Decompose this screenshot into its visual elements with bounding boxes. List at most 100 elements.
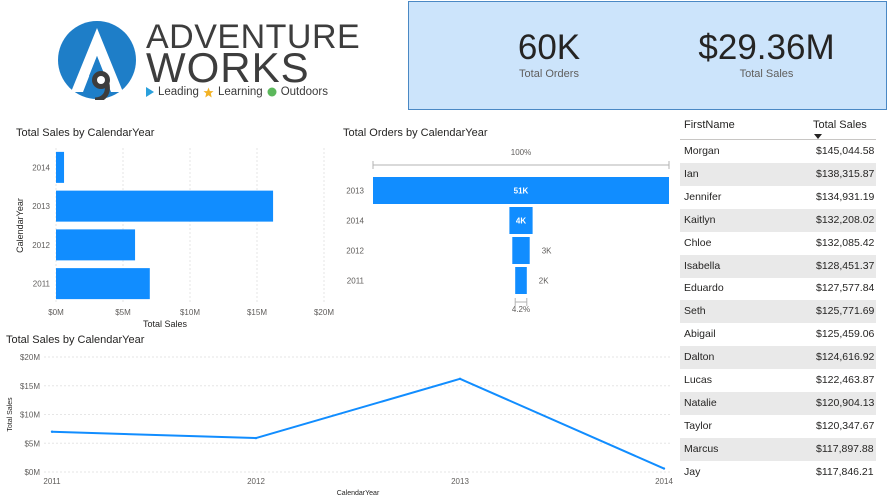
table-row[interactable]: Jennifer $134,931.19 <box>680 186 876 209</box>
funnel-bar[interactable] <box>509 207 533 234</box>
funnel-chart-orders-by-year[interactable]: 100% 2013 51K 2014 4K 2012 3K 2011 2K 4.2% <box>336 140 676 335</box>
table-row[interactable]: Dalton $124,616.92 <box>680 346 876 370</box>
y-tick-label: $5M <box>24 439 40 448</box>
table-row[interactable]: Marcus $117,897.88 <box>680 437 876 461</box>
funnel-bar[interactable] <box>512 237 530 264</box>
funnel-bar[interactable] <box>373 177 669 204</box>
cell-firstname: Isabella <box>684 259 721 272</box>
table-row[interactable]: Jay $117,846.21 <box>680 461 876 484</box>
table-row[interactable]: Kaitlyn $132,208.02 <box>680 208 876 232</box>
data-point[interactable] <box>50 430 54 433</box>
table-row[interactable]: Chloe $132,085.42 <box>680 232 876 255</box>
tagline-leading: Leading <box>158 86 199 98</box>
bar[interactable] <box>56 268 150 300</box>
data-point[interactable] <box>254 436 258 440</box>
data-point[interactable] <box>662 467 666 470</box>
table-row[interactable]: Eduardo $127,577.84 <box>680 277 876 300</box>
bar-chart-title: Total Sales by CalendarYear <box>16 127 155 139</box>
tagline-learning: Learning <box>217 86 263 98</box>
cell-total-sales: $128,451.37 <box>816 259 875 272</box>
cell-firstname: Dalton <box>684 351 715 364</box>
table-row[interactable]: Ian $138,315.87 <box>680 162 876 186</box>
logo-text-adventure: ADVENTURE <box>146 18 361 56</box>
cell-firstname: Taylor <box>684 419 713 432</box>
x-tick-label: $15M <box>247 308 267 317</box>
cell-firstname: Seth <box>684 305 706 318</box>
table-header-divider <box>680 139 876 140</box>
x-tick-label: $20M <box>314 308 334 317</box>
x-tick-label: $5M <box>115 308 131 317</box>
cell-total-sales: $120,347.67 <box>816 419 875 432</box>
table-row[interactable]: Morgan $145,044.58 <box>680 140 876 163</box>
cell-total-sales: $132,208.02 <box>816 213 875 226</box>
y-tick-label: 2011 <box>33 280 51 289</box>
y-tick-label: 2012 <box>32 241 50 250</box>
x-tick-label: 2012 <box>247 477 265 486</box>
logo-text-works: WORKS <box>146 44 310 91</box>
cell-total-sales: $134,931.19 <box>816 190 875 203</box>
cell-firstname: Jennifer <box>684 190 722 203</box>
x-axis-title: Total Sales <box>143 319 188 329</box>
kpi-total-orders: 60K Total Orders <box>499 28 599 80</box>
funnel-bar[interactable] <box>515 267 527 294</box>
x-tick-label: $10M <box>180 308 200 317</box>
cell-total-sales: $120,904.13 <box>816 396 875 409</box>
bar[interactable] <box>56 190 274 222</box>
x-tick-label: $0M <box>48 308 64 317</box>
kpi-value: $29.36M <box>698 28 835 67</box>
table-row[interactable]: Natalie $120,904.13 <box>680 391 876 415</box>
x-tick-label: 2014 <box>655 477 673 486</box>
table-row[interactable]: Seth $125,771.69 <box>680 300 876 324</box>
table-row[interactable]: Abigail $125,459.06 <box>680 323 876 346</box>
funnel-category-label: 2013 <box>346 187 364 196</box>
bar-chart-sales-by-year[interactable]: $0M $5M $10M $15M $20M 2014 2013 2012 2011 Total … <box>0 140 340 335</box>
funnel-category-label: 2014 <box>346 217 364 226</box>
y-tick-label: 2013 <box>32 202 50 211</box>
cell-firstname: Ian <box>684 167 699 180</box>
cell-firstname: Abigail <box>684 328 716 341</box>
cell-firstname: Eduardo <box>684 282 724 295</box>
kpi-total-sales: $29.36M Total Sales <box>689 28 844 80</box>
table-row[interactable]: Lucas $122,463.87 <box>680 369 876 392</box>
kpi-card[interactable]: 60K Total Orders $29.36M Total Sales <box>408 1 887 110</box>
funnel-data-label: 4K <box>516 217 526 226</box>
bar[interactable] <box>56 151 65 183</box>
series-line[interactable] <box>51 377 665 470</box>
logo-tagline: Leading Learning Outdoors <box>146 86 328 98</box>
table-row[interactable]: Taylor $120,347.67 <box>680 415 876 438</box>
funnel-top-percent: 100% <box>511 148 531 157</box>
cell-firstname: Jay <box>684 465 701 478</box>
funnel-data-label: 2K <box>539 277 549 286</box>
cell-total-sales: $125,459.06 <box>816 328 875 341</box>
y-tick-label: $20M <box>20 353 40 362</box>
x-tick-label: 2013 <box>451 477 469 486</box>
funnel-category-label: 2012 <box>346 247 364 256</box>
funnel-bottom-percent: 4.2% <box>512 305 530 314</box>
y-axis-title: Total Sales <box>7 397 14 432</box>
cell-total-sales: $117,846.21 <box>816 465 874 478</box>
table-header-firstname[interactable]: FirstName <box>684 119 735 131</box>
cell-firstname: Kaitlyn <box>684 213 716 226</box>
line-chart-sales-by-year[interactable]: $0M $5M $10M $15M $20M 2011 2012 2013 2014 Calend… <box>0 348 680 498</box>
table-row[interactable]: Isabella $128,451.37 <box>680 254 876 278</box>
cell-total-sales: $145,044.58 <box>816 145 875 157</box>
x-tick-label: 2011 <box>43 477 61 486</box>
cell-total-sales: $127,577.84 <box>816 282 875 295</box>
cell-total-sales: $138,315.87 <box>816 167 875 180</box>
cell-firstname: Chloe <box>684 236 712 249</box>
sort-descending-icon[interactable] <box>814 134 822 139</box>
cell-firstname: Marcus <box>684 442 719 455</box>
cell-firstname: Lucas <box>684 374 713 386</box>
cell-firstname: Morgan <box>684 145 720 157</box>
funnel-chart-title: Total Orders by CalendarYear <box>343 127 488 139</box>
tagline-outdoors: Outdoors <box>280 86 329 98</box>
cell-total-sales: $117,897.88 <box>816 442 874 455</box>
funnel-data-label: 51K <box>514 187 529 196</box>
x-axis-title: CalendarYear <box>337 490 380 497</box>
y-axis-title: CalendarYear <box>15 198 25 253</box>
data-point[interactable] <box>458 377 462 381</box>
cell-total-sales: $125,771.69 <box>816 305 875 318</box>
y-tick-label: $10M <box>20 411 40 420</box>
table-header-total-sales[interactable]: Total Sales <box>813 119 867 131</box>
bar[interactable] <box>56 229 136 261</box>
